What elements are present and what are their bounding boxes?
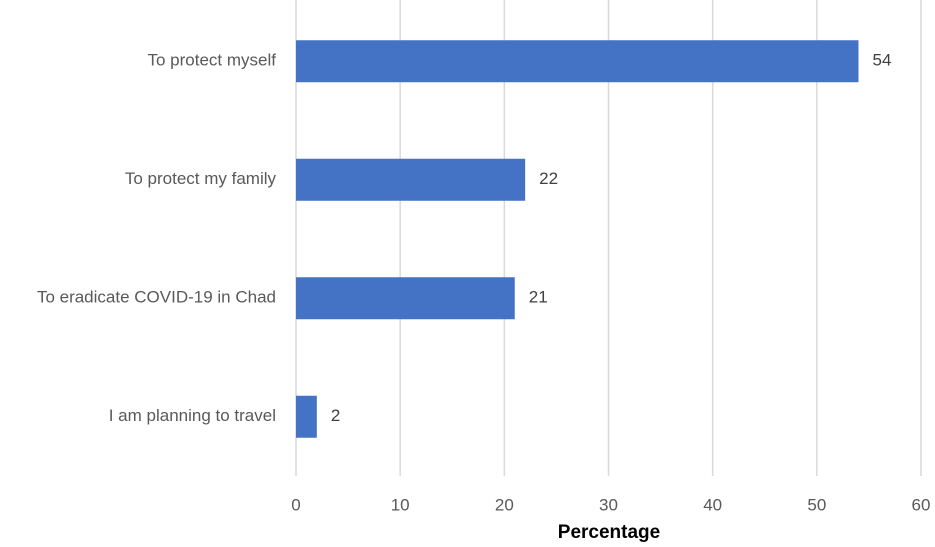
x-axis-title: Percentage [558,522,660,543]
bar [296,158,526,201]
bar [296,40,859,83]
data-label: 2 [331,406,340,425]
x-tick-label: 60 [912,495,931,514]
y-tick-label: I am planning to travel [109,406,276,425]
bar [296,277,515,320]
y-tick-label: To protect myself [148,51,277,70]
x-tick-label: 50 [807,495,826,514]
x-tick-label: 30 [599,495,618,514]
data-label: 21 [529,288,548,307]
x-tick-label: 40 [703,495,722,514]
y-tick-label: To eradicate COVID-19 in Chad [37,288,276,307]
x-tick-label: 0 [291,495,300,514]
bar [296,395,317,438]
y-tick-label: To protect my family [125,169,277,188]
x-tick-label: 10 [391,495,410,514]
x-tick-label: 20 [495,495,514,514]
data-label: 54 [873,51,892,70]
data-label: 22 [539,169,558,188]
